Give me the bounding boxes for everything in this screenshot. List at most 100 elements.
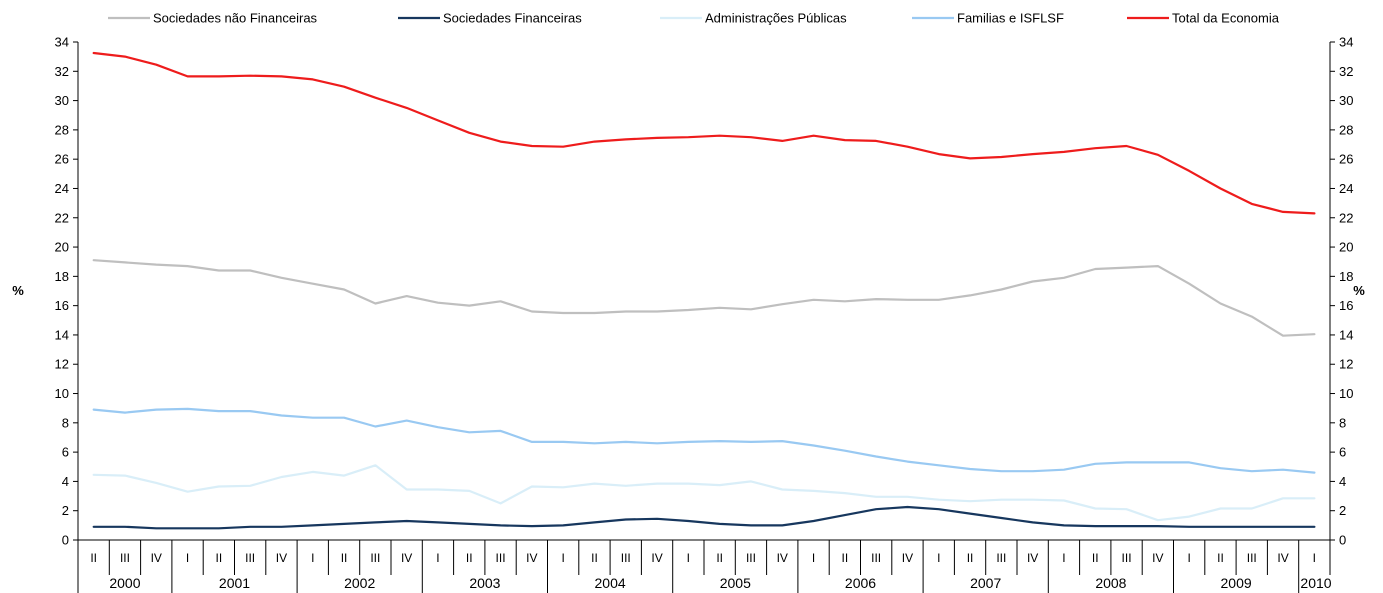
legend-label: Familias e ISFLSF [957,11,1064,26]
year-label: 2006 [845,575,876,591]
y-tick-label-left: 2 [62,503,69,518]
year-label: 2004 [595,575,626,591]
category-label: III [621,551,631,565]
category-label: II [341,551,348,565]
category-label: II [216,551,223,565]
category-label: III [746,551,756,565]
series-line-administracoes-publicas [92,464,1316,522]
category-label: I [1187,551,1190,565]
year-label: 2008 [1095,575,1126,591]
y-tick-label-right: 12 [1339,357,1353,372]
y-tick-label-right: 24 [1339,181,1353,196]
year-label: 2002 [344,575,375,591]
y-tick-label-right: 30 [1339,93,1353,108]
y-tick-label-left: 28 [55,122,69,137]
category-label: III [245,551,255,565]
year-label: 2001 [219,575,250,591]
series-line-familias-e-isflsf [92,407,1316,474]
y-tick-label-right: 20 [1339,240,1353,255]
category-label: I [186,551,189,565]
category-label: II [842,551,849,565]
category-label: IV [1277,551,1288,565]
y-tick-label-right: 22 [1339,210,1353,225]
y-tick-label-left: 32 [55,64,69,79]
y-tick-label-left: 12 [55,357,69,372]
series-line-sociedades-nao-financeiras [92,259,1316,337]
category-label: IV [1027,551,1038,565]
category-label: II [90,551,97,565]
y-tick-label-right: 8 [1339,415,1346,430]
y-tick-label-left: 26 [55,152,69,167]
series-lines [92,51,1316,530]
y-tick-label-left: 16 [55,298,69,313]
category-label: IV [902,551,913,565]
category-label: II [466,551,473,565]
category-label: IV [401,551,412,565]
y-tick-label-left: 0 [62,533,69,548]
category-label: I [812,551,815,565]
y-tick-label-right: 14 [1339,327,1353,342]
category-label: II [591,551,598,565]
y-tick-label-right: 16 [1339,298,1353,313]
category-label: III [1247,551,1257,565]
year-label: 2005 [720,575,751,591]
legend-label: Sociedades Financeiras [443,11,582,26]
category-label: IV [151,551,162,565]
category-label: II [1217,551,1224,565]
y-tick-label-right: 32 [1339,64,1353,79]
category-label: II [967,551,974,565]
y-tick-label-left: 8 [62,415,69,430]
y-axis-label-left: % [12,283,24,298]
y-tick-label-right: 4 [1339,474,1346,489]
year-label: 2010 [1300,575,1331,591]
category-label: I [687,551,690,565]
year-label: 2000 [109,575,140,591]
y-tick-label-right: 26 [1339,152,1353,167]
category-label: IV [777,551,788,565]
y-tick-label-left: 30 [55,93,69,108]
y-tick-label-right: 28 [1339,122,1353,137]
y-tick-label-right: 34 [1339,35,1353,50]
category-label: I [1062,551,1065,565]
y-tick-label-left: 24 [55,181,69,196]
category-label: IV [526,551,537,565]
y-tick-label-left: 34 [55,35,69,50]
y-tick-label-left: 6 [62,445,69,460]
y-tick-label-left: 14 [55,327,69,342]
category-label: IV [651,551,662,565]
category-label: I [311,551,314,565]
y-tick-label-right: 2 [1339,503,1346,518]
legend: Sociedades não Financeiras Sociedades Fin… [108,11,1280,26]
category-label: I [436,551,439,565]
category-label: IV [1152,551,1163,565]
y-tick-label-left: 4 [62,474,69,489]
legend-label: Administrações Públicas [705,11,847,26]
y-tick-label-right: 0 [1339,533,1346,548]
y-tick-label-left: 10 [55,386,69,401]
series-line-sociedades-financeiras [92,505,1316,530]
y-tick-label-left: 22 [55,210,69,225]
category-label: III [370,551,380,565]
category-label: III [120,551,130,565]
legend-label: Sociedades não Financeiras [153,11,318,26]
category-label: II [1092,551,1099,565]
y-tick-label-right: 18 [1339,269,1353,284]
y-tick-label-right: 6 [1339,445,1346,460]
year-label: 2009 [1221,575,1252,591]
category-label: III [1122,551,1132,565]
category-label: II [716,551,723,565]
legend-label: Total da Economia [1172,11,1280,26]
y-tick-label-left: 18 [55,269,69,284]
category-label: I [1313,551,1316,565]
category-label: III [496,551,506,565]
category-label: I [561,551,564,565]
series-line-total-da-economia [92,51,1316,215]
category-label: III [871,551,881,565]
category-label: III [996,551,1006,565]
y-tick-label-right: 10 [1339,386,1353,401]
year-label: 2003 [469,575,500,591]
year-label: 2007 [970,575,1001,591]
category-label: IV [276,551,287,565]
